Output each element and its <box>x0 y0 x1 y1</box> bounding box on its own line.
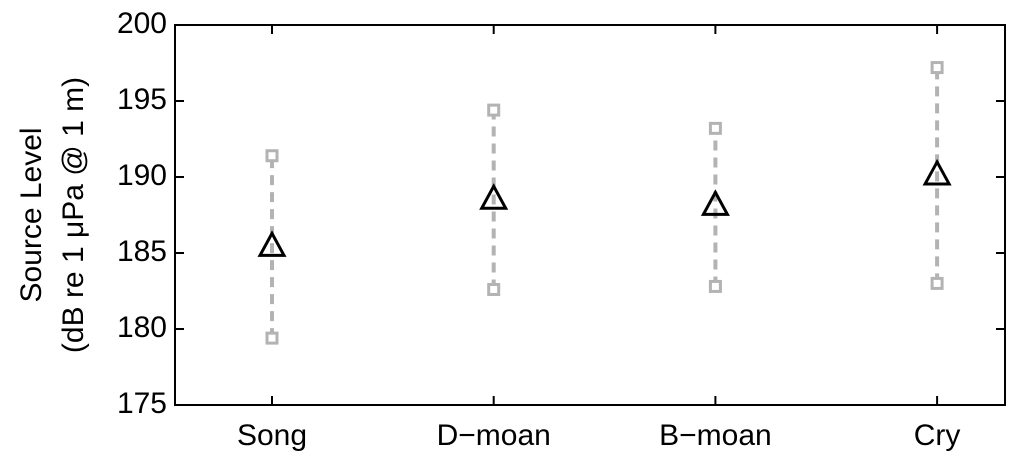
y-tick-label: 175 <box>117 387 167 420</box>
mean-marker <box>922 158 952 186</box>
y-tick-label: 195 <box>117 83 167 116</box>
y-axis-label: (dB re 1 μPa @ 1 m) <box>57 77 90 353</box>
range-marker <box>930 61 944 75</box>
mean-marker <box>257 230 287 257</box>
y-tick-label: 200 <box>117 7 167 40</box>
plot-frame <box>174 24 1006 406</box>
range-marker <box>487 103 501 117</box>
mean-marker <box>479 183 509 210</box>
y-tick-label: 190 <box>117 159 167 192</box>
y-tick-label: 185 <box>117 235 167 268</box>
range-marker <box>487 282 501 296</box>
x-tick-label: Song <box>237 419 307 452</box>
y-tick-label: 180 <box>117 311 167 344</box>
range-marker <box>708 121 722 135</box>
range-marker <box>930 276 944 290</box>
range-marker <box>265 331 279 345</box>
range-marker <box>708 279 722 293</box>
mean-marker <box>700 189 730 216</box>
x-tick-label: D−moan <box>437 419 551 452</box>
y-axis-label: Source Level <box>15 127 48 302</box>
range-marker <box>265 149 279 163</box>
x-tick-label: B−moan <box>659 419 772 452</box>
x-tick-label: Cry <box>914 419 961 452</box>
